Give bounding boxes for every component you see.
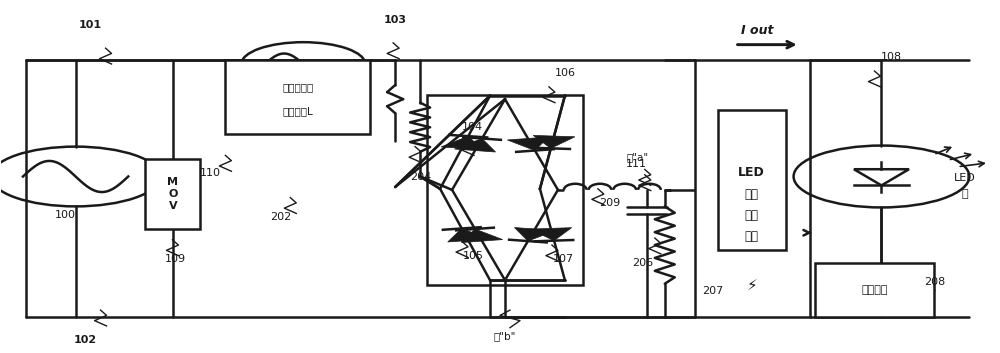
Polygon shape <box>530 228 572 241</box>
Bar <box>815 263 934 317</box>
Text: 106: 106 <box>554 68 575 78</box>
Text: 点"b": 点"b" <box>494 331 516 341</box>
Polygon shape <box>441 136 482 150</box>
Text: 103: 103 <box>384 15 407 25</box>
Text: 电路: 电路 <box>745 230 759 243</box>
Text: 灯: 灯 <box>961 189 968 199</box>
Polygon shape <box>454 138 496 152</box>
Text: 102: 102 <box>74 335 97 345</box>
Text: 209: 209 <box>599 198 620 208</box>
Text: 111: 111 <box>626 159 647 169</box>
Text: 电流监测: 电流监测 <box>861 285 888 295</box>
Bar <box>718 110 786 250</box>
Bar <box>427 95 583 285</box>
Text: LED: LED <box>953 173 975 183</box>
Text: 104: 104 <box>461 122 483 132</box>
Text: 过流: 过流 <box>745 187 759 201</box>
Text: 206: 206 <box>632 258 653 268</box>
Polygon shape <box>462 229 503 243</box>
Text: 110: 110 <box>200 168 221 178</box>
Text: 204: 204 <box>410 172 431 181</box>
Text: 109: 109 <box>165 254 186 264</box>
Text: 107: 107 <box>552 254 573 264</box>
Bar <box>225 60 370 134</box>
Bar <box>145 159 200 229</box>
Polygon shape <box>507 137 548 150</box>
Text: 电涌限制器: 电涌限制器 <box>282 82 313 92</box>
Text: 点"a": 点"a" <box>627 152 649 162</box>
Text: I out: I out <box>741 24 773 37</box>
Text: LED: LED <box>738 167 765 179</box>
Text: 108: 108 <box>881 52 902 62</box>
Text: 100: 100 <box>55 210 76 220</box>
Text: ，加电感L: ，加电感L <box>282 107 313 116</box>
Text: 101: 101 <box>79 20 102 30</box>
Polygon shape <box>514 228 556 241</box>
Text: 转移: 转移 <box>745 209 759 222</box>
Text: M
O
V: M O V <box>167 178 178 211</box>
Text: 202: 202 <box>270 212 291 222</box>
Bar <box>695 60 810 317</box>
Text: 207: 207 <box>702 286 723 296</box>
Text: ⚡: ⚡ <box>747 278 758 293</box>
Polygon shape <box>448 228 489 242</box>
Polygon shape <box>533 136 575 148</box>
Text: 208: 208 <box>924 277 945 287</box>
Text: 105: 105 <box>463 251 484 261</box>
